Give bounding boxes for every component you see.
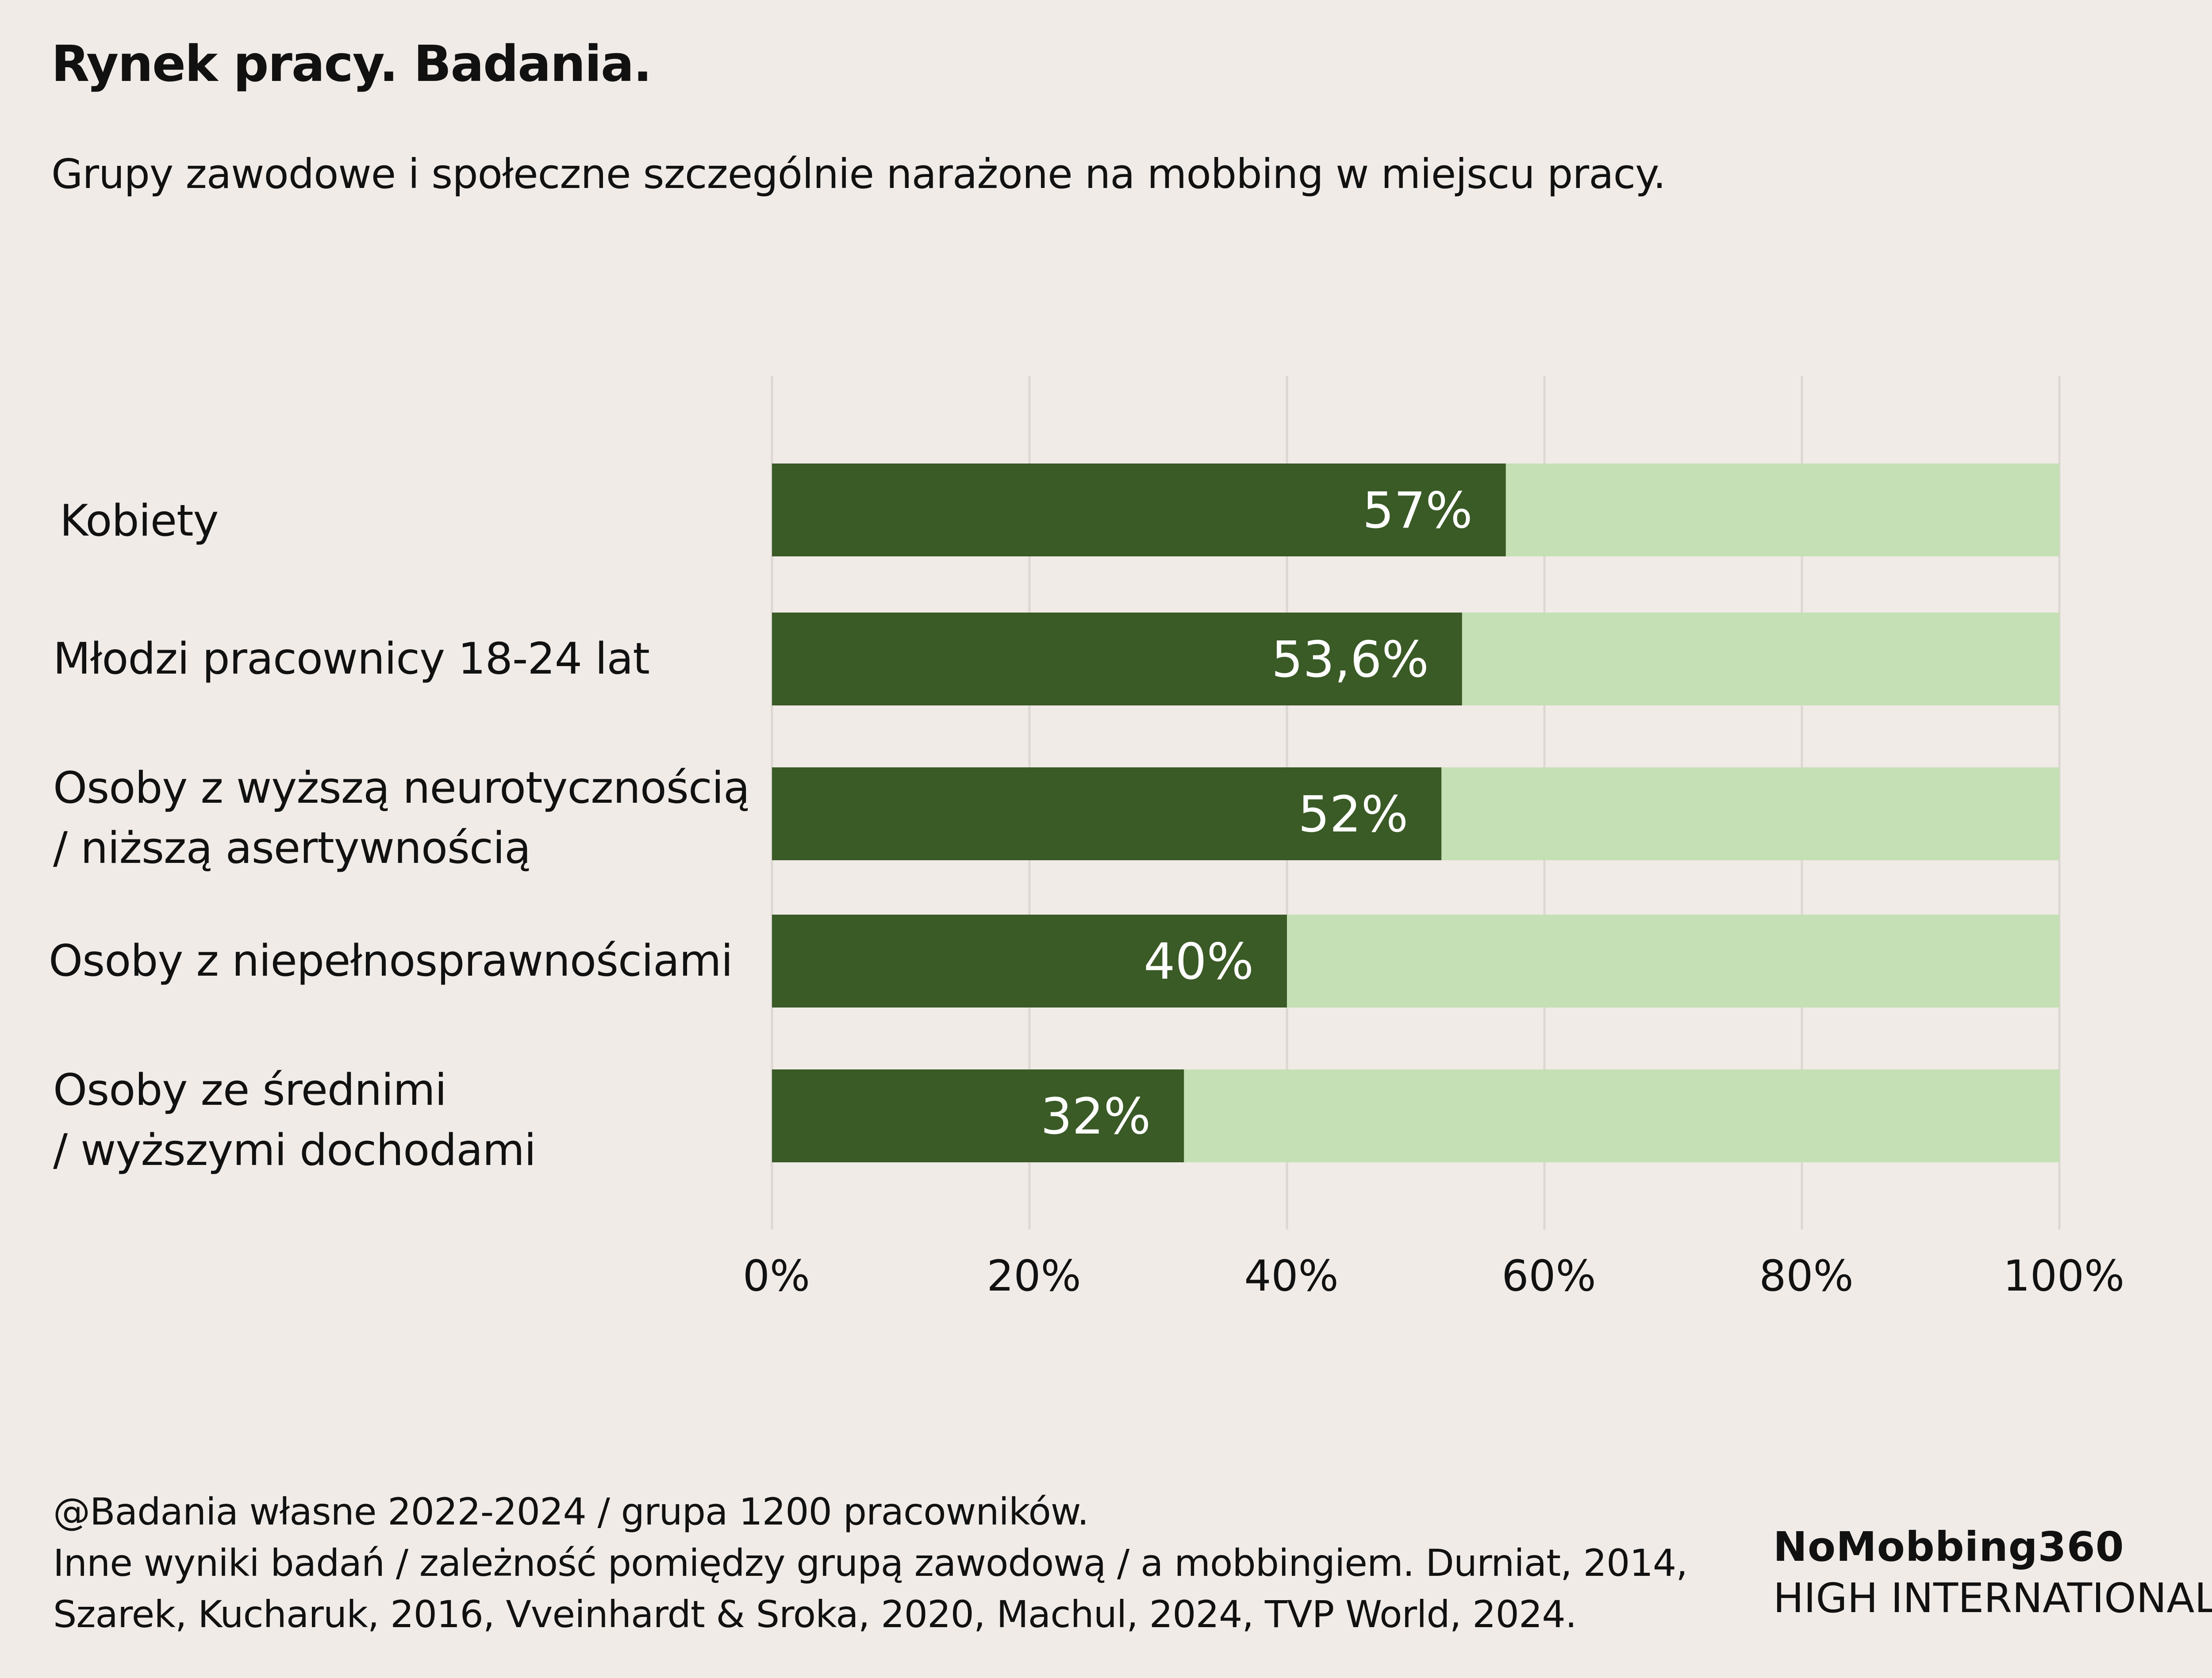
bar-remainder-3 bbox=[772, 915, 2059, 1008]
chart-subtitle: Grupy zawodowe i społeczne szczególnie n… bbox=[51, 150, 1666, 198]
bar-value-4 bbox=[772, 1069, 1184, 1162]
brand-name: NoMobbing360 bbox=[1773, 1523, 2124, 1571]
bar-data-label-0: 57% bbox=[1363, 482, 1473, 540]
bar-value-0 bbox=[772, 464, 1506, 556]
x-tick-label-3: 60% bbox=[1502, 1251, 1596, 1301]
category-label-3: Osoby z niepełnosprawnościami bbox=[49, 936, 733, 986]
bar-remainder-0 bbox=[772, 464, 2059, 556]
bar-data-label-3: 40% bbox=[1144, 933, 1254, 991]
bar-value-2 bbox=[772, 767, 1442, 860]
category-label-4: Osoby ze średnimi / wyższymi dochodami bbox=[53, 1065, 536, 1176]
bar-data-label-2: 52% bbox=[1298, 786, 1408, 843]
category-label-1: Młodzi pracownicy 18-24 lat bbox=[53, 634, 650, 684]
source-footer: @Badania własne 2022-2024 / grupa 1200 p… bbox=[53, 1486, 1688, 1640]
bar-value-3 bbox=[772, 915, 1287, 1008]
bar-data-label-1: 53,6% bbox=[1271, 631, 1429, 689]
x-tick-label-4: 80% bbox=[1759, 1251, 1853, 1301]
bar-value-1 bbox=[772, 613, 1462, 705]
bar-remainder-1 bbox=[772, 613, 2059, 705]
bar-data-label-4: 32% bbox=[1041, 1088, 1151, 1145]
x-tick-label-1: 20% bbox=[987, 1251, 1081, 1301]
footer-line-2: Inne wyniki badań / zależność pomiędzy g… bbox=[53, 1541, 1688, 1585]
x-tick-label-5: 100% bbox=[2003, 1251, 2124, 1301]
x-tick-label-2: 40% bbox=[1244, 1251, 1338, 1301]
brand-tagline: HIGH INTERNATIONAL bbox=[1773, 1575, 2212, 1622]
brand-block: NoMobbing360 HIGH INTERNATIONAL bbox=[1773, 1521, 2212, 1624]
footer-line-3: Szarek, Kucharuk, 2016, Vveinhardt & Sro… bbox=[53, 1593, 1577, 1636]
bar-remainder-4 bbox=[772, 1069, 2059, 1162]
footer-line-1: @Badania własne 2022-2024 / grupa 1200 p… bbox=[53, 1490, 1089, 1533]
category-label-0: Kobiety bbox=[60, 496, 219, 546]
x-tick-label-0: 0% bbox=[743, 1251, 810, 1301]
bar-remainder-2 bbox=[772, 767, 2059, 860]
category-label-2: Osoby z wyższą neurotycznością / niższą … bbox=[53, 763, 750, 873]
chart-title: Rynek pracy. Badania. bbox=[51, 35, 652, 93]
